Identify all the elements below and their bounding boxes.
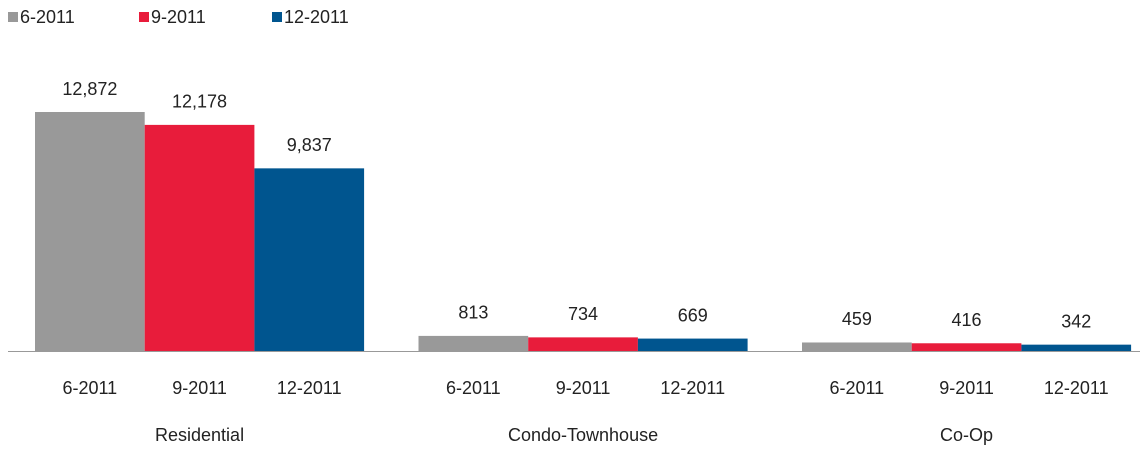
x-sub-label: 9-2011 (172, 378, 227, 398)
data-label: 342 (1061, 311, 1091, 331)
x-sub-label: 9-2011 (939, 378, 994, 398)
x-sub-label: 12-2011 (277, 378, 342, 398)
x-tick-label: Co-Op (940, 425, 993, 445)
legend-label: 9-2011 (151, 7, 206, 27)
x-tick-label: Residential (155, 425, 244, 445)
data-label: 416 (952, 310, 982, 330)
legend-label: 12-2011 (284, 7, 349, 27)
x-sub-label: 9-2011 (556, 378, 611, 398)
bar (254, 168, 365, 351)
data-label: 12,178 (172, 92, 227, 112)
data-label: 12,872 (62, 79, 117, 99)
data-label: 734 (568, 304, 598, 324)
legend-label: 6-2011 (20, 7, 75, 27)
x-sub-label: 12-2011 (660, 378, 725, 398)
x-sub-label: 6-2011 (446, 378, 501, 398)
x-sub-label: 6-2011 (829, 378, 884, 398)
data-label: 9,837 (287, 135, 332, 155)
bar (911, 343, 1022, 351)
legend-swatch (8, 12, 18, 22)
x-sub-label: 6-2011 (62, 378, 117, 398)
legend-swatch (139, 12, 149, 22)
data-label: 459 (842, 309, 872, 329)
bar (35, 112, 145, 351)
bar (528, 337, 638, 351)
bar (144, 124, 255, 351)
bar (1021, 344, 1132, 351)
legend-swatch (272, 12, 282, 22)
bar (802, 342, 912, 351)
data-label: 813 (458, 303, 488, 323)
bar (637, 338, 748, 351)
bar (418, 335, 529, 351)
x-sub-label: 12-2011 (1044, 378, 1109, 398)
data-label: 669 (678, 305, 708, 325)
x-tick-label: Condo-Townhouse (508, 425, 658, 445)
